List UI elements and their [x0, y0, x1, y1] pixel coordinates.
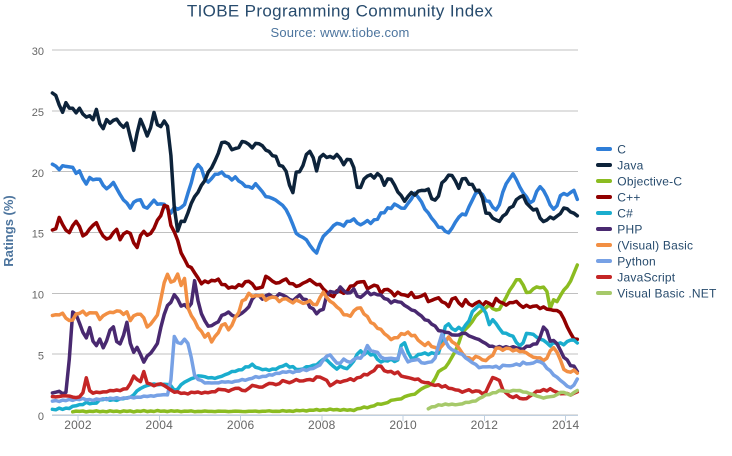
svg-text:2002: 2002	[64, 418, 92, 432]
svg-text:Python: Python	[617, 255, 656, 269]
svg-text:Java: Java	[617, 159, 643, 173]
svg-text:30: 30	[32, 46, 44, 58]
svg-text:Ratings (%): Ratings (%)	[1, 195, 16, 267]
svg-text:C++: C++	[617, 191, 640, 205]
svg-text:Visual Basic .NET: Visual Basic .NET	[617, 287, 717, 301]
svg-text:C#: C#	[617, 207, 633, 221]
svg-text:Source: www.tiobe.com: Source: www.tiobe.com	[271, 25, 410, 40]
svg-text:JavaScript: JavaScript	[617, 271, 675, 285]
svg-text:2012: 2012	[471, 418, 499, 432]
svg-text:2014: 2014	[552, 418, 580, 432]
svg-text:2006: 2006	[227, 418, 255, 432]
svg-text:15: 15	[32, 229, 44, 241]
svg-text:PHP: PHP	[617, 223, 642, 237]
svg-text:10: 10	[32, 290, 44, 302]
svg-text:25: 25	[32, 107, 44, 119]
svg-text:2004: 2004	[146, 418, 174, 432]
svg-text:2008: 2008	[308, 418, 336, 432]
svg-text:0: 0	[38, 411, 44, 423]
svg-text:20: 20	[32, 168, 44, 180]
svg-text:5: 5	[38, 350, 44, 362]
svg-text:TIOBE Programming Community In: TIOBE Programming Community Index	[187, 2, 493, 21]
svg-text:C: C	[617, 143, 626, 157]
svg-text:2010: 2010	[389, 418, 417, 432]
svg-text:(Visual) Basic: (Visual) Basic	[617, 239, 693, 253]
svg-text:Objective-C: Objective-C	[617, 175, 682, 189]
